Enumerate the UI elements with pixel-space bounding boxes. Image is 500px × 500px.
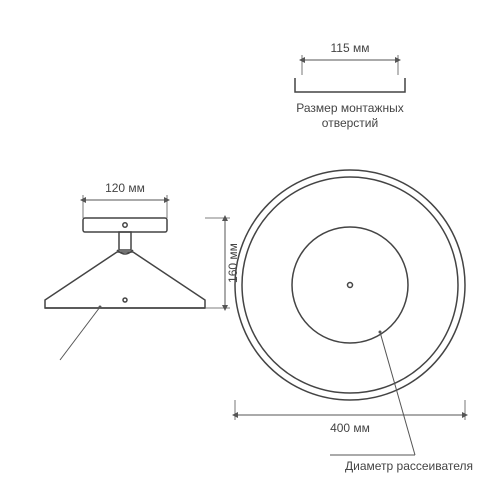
mounting-bracket-group: 115 мм Размер монтажных отверстий <box>295 41 405 130</box>
technical-drawing: 115 мм Размер монтажных отверстий 120 мм… <box>0 0 500 500</box>
base-width-dim: 120 мм <box>105 181 145 195</box>
bracket-annotation-line2: отверстий <box>322 116 378 130</box>
bracket-width-dim: 115 мм <box>331 41 370 55</box>
outer-diameter-dim: 400 мм <box>330 421 370 435</box>
side-view-group: 120 мм 160 мм <box>45 181 240 360</box>
bracket-annotation-line1: Размер монтажных <box>296 101 403 115</box>
height-dim: 160 мм <box>226 243 240 283</box>
top-view-group: 400 мм Диаметр рассеивателя <box>235 170 473 473</box>
diffuser-diameter-label: Диаметр рассеивателя <box>345 459 473 473</box>
